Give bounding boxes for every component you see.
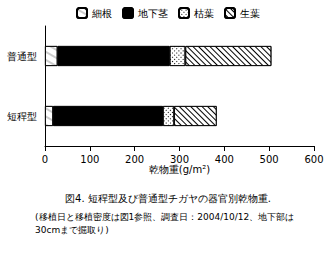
svg-text:地下茎: 地下茎: [137, 8, 168, 19]
svg-text:乾物重(g/m²): 乾物重(g/m²): [149, 164, 210, 175]
svg-text:0: 0: [42, 154, 48, 165]
svg-text:生葉: 生葉: [240, 8, 260, 19]
svg-text:図4. 短稈型及び普通型チガヤの器官別乾物重.: 図4. 短稈型及び普通型チガヤの器官別乾物重.: [65, 193, 271, 204]
svg-text:100: 100: [80, 154, 99, 165]
svg-text:400: 400: [215, 154, 234, 165]
svg-text:30cmまで掘取り): 30cmまで掘取り): [35, 225, 109, 235]
svg-text:500: 500: [260, 154, 279, 165]
svg-text:200: 200: [125, 154, 144, 165]
svg-text:短稈型: 短稈型: [7, 111, 37, 122]
svg-text:(移植日と移植密度は図1参照、調査日：2004/10/12、: (移植日と移植密度は図1参照、調査日：2004/10/12、地下部は: [35, 212, 294, 222]
svg-text:細根: 細根: [91, 8, 112, 19]
svg-text:普通型: 普通型: [7, 51, 37, 62]
svg-text:枯葉: 枯葉: [194, 8, 214, 19]
svg-text:600: 600: [304, 154, 323, 165]
svg-text:300: 300: [170, 154, 189, 165]
